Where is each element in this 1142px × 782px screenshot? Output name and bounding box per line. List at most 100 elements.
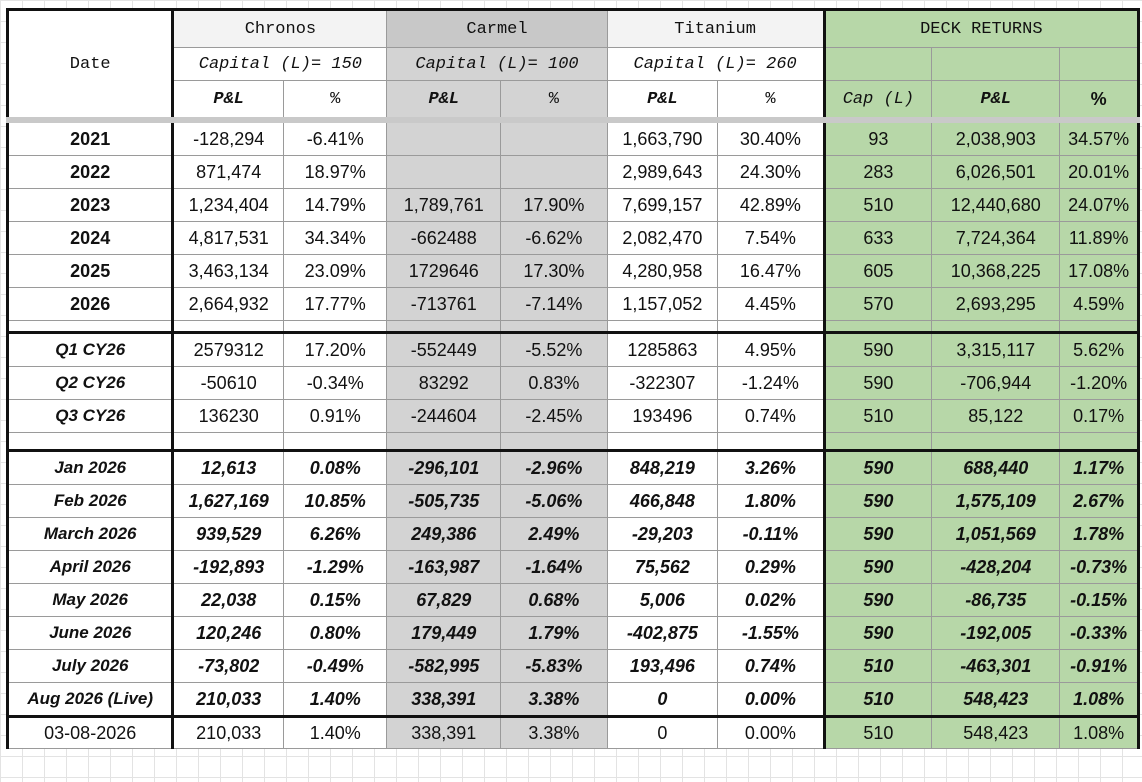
deck-capital-blank[interactable] bbox=[1059, 47, 1140, 81]
chronos-pl-cell[interactable]: -128,294 bbox=[172, 117, 285, 156]
chronos-pct-header[interactable]: % bbox=[283, 80, 388, 122]
chronos-pct-cell[interactable]: -1.29% bbox=[283, 550, 388, 584]
spacer-cell[interactable] bbox=[172, 432, 285, 452]
deck-pct-cell[interactable]: 24.07% bbox=[1059, 188, 1140, 222]
titanium-pct-cell[interactable]: -1.24% bbox=[717, 366, 825, 400]
spacer-cell[interactable] bbox=[931, 320, 1061, 334]
deck-pl-cell[interactable]: 688,440 bbox=[931, 450, 1061, 485]
carmel-pct-cell[interactable]: 0.68% bbox=[500, 583, 608, 617]
deck-pl-cell[interactable]: 7,724,364 bbox=[931, 221, 1061, 255]
titanium-pl-cell[interactable]: 2,989,643 bbox=[606, 155, 719, 189]
deck-pl-cell[interactable]: 10,368,225 bbox=[931, 254, 1061, 288]
carmel-pl-cell[interactable]: -505,735 bbox=[386, 484, 502, 518]
deck-pl-cell[interactable]: 1,051,569 bbox=[931, 517, 1061, 551]
chronos-pct-cell[interactable]: 0.91% bbox=[283, 399, 388, 433]
titanium-pl-cell[interactable]: 75,562 bbox=[606, 550, 719, 584]
carmel-pl-cell[interactable]: -662488 bbox=[386, 221, 502, 255]
carmel-pl-cell[interactable]: -296,101 bbox=[386, 450, 502, 485]
row-date[interactable]: May 2026 bbox=[5, 583, 175, 617]
deck-pct-cell[interactable]: 1.08% bbox=[1059, 682, 1140, 718]
carmel-pct-cell[interactable]: 2.49% bbox=[500, 517, 608, 551]
deck-pct-cell[interactable]: 4.59% bbox=[1059, 287, 1140, 321]
titanium-pct-cell[interactable]: 24.30% bbox=[717, 155, 825, 189]
carmel-pl-cell[interactable]: -713761 bbox=[386, 287, 502, 321]
spacer-cell[interactable] bbox=[5, 320, 175, 334]
titanium-pl-header[interactable]: P&L bbox=[606, 80, 719, 122]
titanium-pl-cell[interactable]: 848,219 bbox=[606, 450, 719, 485]
carmel-pl-cell[interactable]: 249,386 bbox=[386, 517, 502, 551]
row-date[interactable]: Feb 2026 bbox=[5, 484, 175, 518]
carmel-pl-cell[interactable]: 67,829 bbox=[386, 583, 502, 617]
carmel-pct-cell[interactable]: 3.38% bbox=[500, 716, 608, 749]
deck-capital-blank[interactable] bbox=[822, 47, 933, 81]
titanium-pl-cell[interactable]: 2,082,470 bbox=[606, 221, 719, 255]
deck-pct-cell[interactable]: -1.20% bbox=[1059, 366, 1140, 400]
chronos-capital[interactable]: Capital (L)= 150 bbox=[172, 47, 388, 81]
cap-cell[interactable]: 283 bbox=[822, 155, 933, 189]
titanium-pct-cell[interactable]: 0.74% bbox=[717, 649, 825, 683]
row-date[interactable]: 2022 bbox=[5, 155, 175, 189]
cap-cell[interactable]: 590 bbox=[822, 450, 933, 485]
carmel-header[interactable]: Carmel bbox=[386, 8, 608, 48]
spacer-cell[interactable] bbox=[500, 320, 608, 334]
chronos-pl-cell[interactable]: 210,033 bbox=[172, 682, 285, 718]
chronos-header[interactable]: Chronos bbox=[172, 8, 388, 48]
cap-cell[interactable]: 633 bbox=[822, 221, 933, 255]
carmel-pl-cell[interactable] bbox=[386, 117, 502, 156]
chronos-pct-cell[interactable]: 10.85% bbox=[283, 484, 388, 518]
spacer-cell[interactable] bbox=[606, 320, 719, 334]
deck-pl-cell[interactable]: -192,005 bbox=[931, 616, 1061, 650]
chronos-pl-cell[interactable]: 22,038 bbox=[172, 583, 285, 617]
cap-cell[interactable]: 590 bbox=[822, 583, 933, 617]
chronos-pct-cell[interactable]: 23.09% bbox=[283, 254, 388, 288]
carmel-pct-cell[interactable]: 1.79% bbox=[500, 616, 608, 650]
cap-cell[interactable]: 590 bbox=[822, 517, 933, 551]
chronos-pct-cell[interactable]: -0.34% bbox=[283, 366, 388, 400]
cap-cell[interactable]: 510 bbox=[822, 716, 933, 749]
titanium-pl-cell[interactable]: 4,280,958 bbox=[606, 254, 719, 288]
carmel-pl-cell[interactable]: 1,789,761 bbox=[386, 188, 502, 222]
titanium-pl-cell[interactable]: 1285863 bbox=[606, 332, 719, 367]
titanium-pct-cell[interactable]: 30.40% bbox=[717, 117, 825, 156]
chronos-pl-cell[interactable]: 210,033 bbox=[172, 716, 285, 749]
carmel-pct-cell[interactable] bbox=[500, 155, 608, 189]
titanium-pct-cell[interactable]: -1.55% bbox=[717, 616, 825, 650]
spacer-cell[interactable] bbox=[822, 432, 933, 452]
cap-cell[interactable]: 510 bbox=[822, 649, 933, 683]
deck-pct-cell[interactable]: 0.17% bbox=[1059, 399, 1140, 433]
row-date[interactable]: March 2026 bbox=[5, 517, 175, 551]
spacer-cell[interactable] bbox=[283, 432, 388, 452]
carmel-pl-cell[interactable]: -582,995 bbox=[386, 649, 502, 683]
deck-pct-cell[interactable]: 5.62% bbox=[1059, 332, 1140, 367]
chronos-pct-cell[interactable]: 34.34% bbox=[283, 221, 388, 255]
spacer-cell[interactable] bbox=[283, 320, 388, 334]
deck-pct-cell[interactable]: 17.08% bbox=[1059, 254, 1140, 288]
deck-returns-header[interactable]: DECK RETURNS bbox=[822, 8, 1141, 48]
carmel-pct-cell[interactable]: 0.83% bbox=[500, 366, 608, 400]
row-date[interactable]: 2025 bbox=[5, 254, 175, 288]
spacer-cell[interactable] bbox=[717, 432, 825, 452]
titanium-pct-cell[interactable]: -0.11% bbox=[717, 517, 825, 551]
chronos-pct-cell[interactable]: 1.40% bbox=[283, 682, 388, 718]
spacer-cell[interactable] bbox=[1059, 320, 1140, 334]
titanium-pct-cell[interactable]: 16.47% bbox=[717, 254, 825, 288]
carmel-pct-cell[interactable]: -6.62% bbox=[500, 221, 608, 255]
spacer-cell[interactable] bbox=[931, 432, 1061, 452]
spacer-cell[interactable] bbox=[386, 432, 502, 452]
row-date[interactable]: 2021 bbox=[5, 117, 175, 156]
deck-capital-blank[interactable] bbox=[931, 47, 1061, 81]
titanium-pl-cell[interactable]: 1,157,052 bbox=[606, 287, 719, 321]
spacer-cell[interactable] bbox=[606, 432, 719, 452]
chronos-pl-cell[interactable]: 939,529 bbox=[172, 517, 285, 551]
carmel-pl-cell[interactable]: -163,987 bbox=[386, 550, 502, 584]
deck-pl-cell[interactable]: -86,735 bbox=[931, 583, 1061, 617]
row-date[interactable]: Jan 2026 bbox=[5, 450, 175, 485]
deck-pct-cell[interactable]: 1.08% bbox=[1059, 716, 1140, 749]
cap-cell[interactable]: 510 bbox=[822, 399, 933, 433]
carmel-pct-cell[interactable] bbox=[500, 117, 608, 156]
carmel-pl-cell[interactable]: 1729646 bbox=[386, 254, 502, 288]
carmel-pct-header[interactable]: % bbox=[500, 80, 608, 122]
deck-pl-cell[interactable]: -428,204 bbox=[931, 550, 1061, 584]
chronos-pct-cell[interactable]: 17.77% bbox=[283, 287, 388, 321]
titanium-pl-cell[interactable]: 193496 bbox=[606, 399, 719, 433]
